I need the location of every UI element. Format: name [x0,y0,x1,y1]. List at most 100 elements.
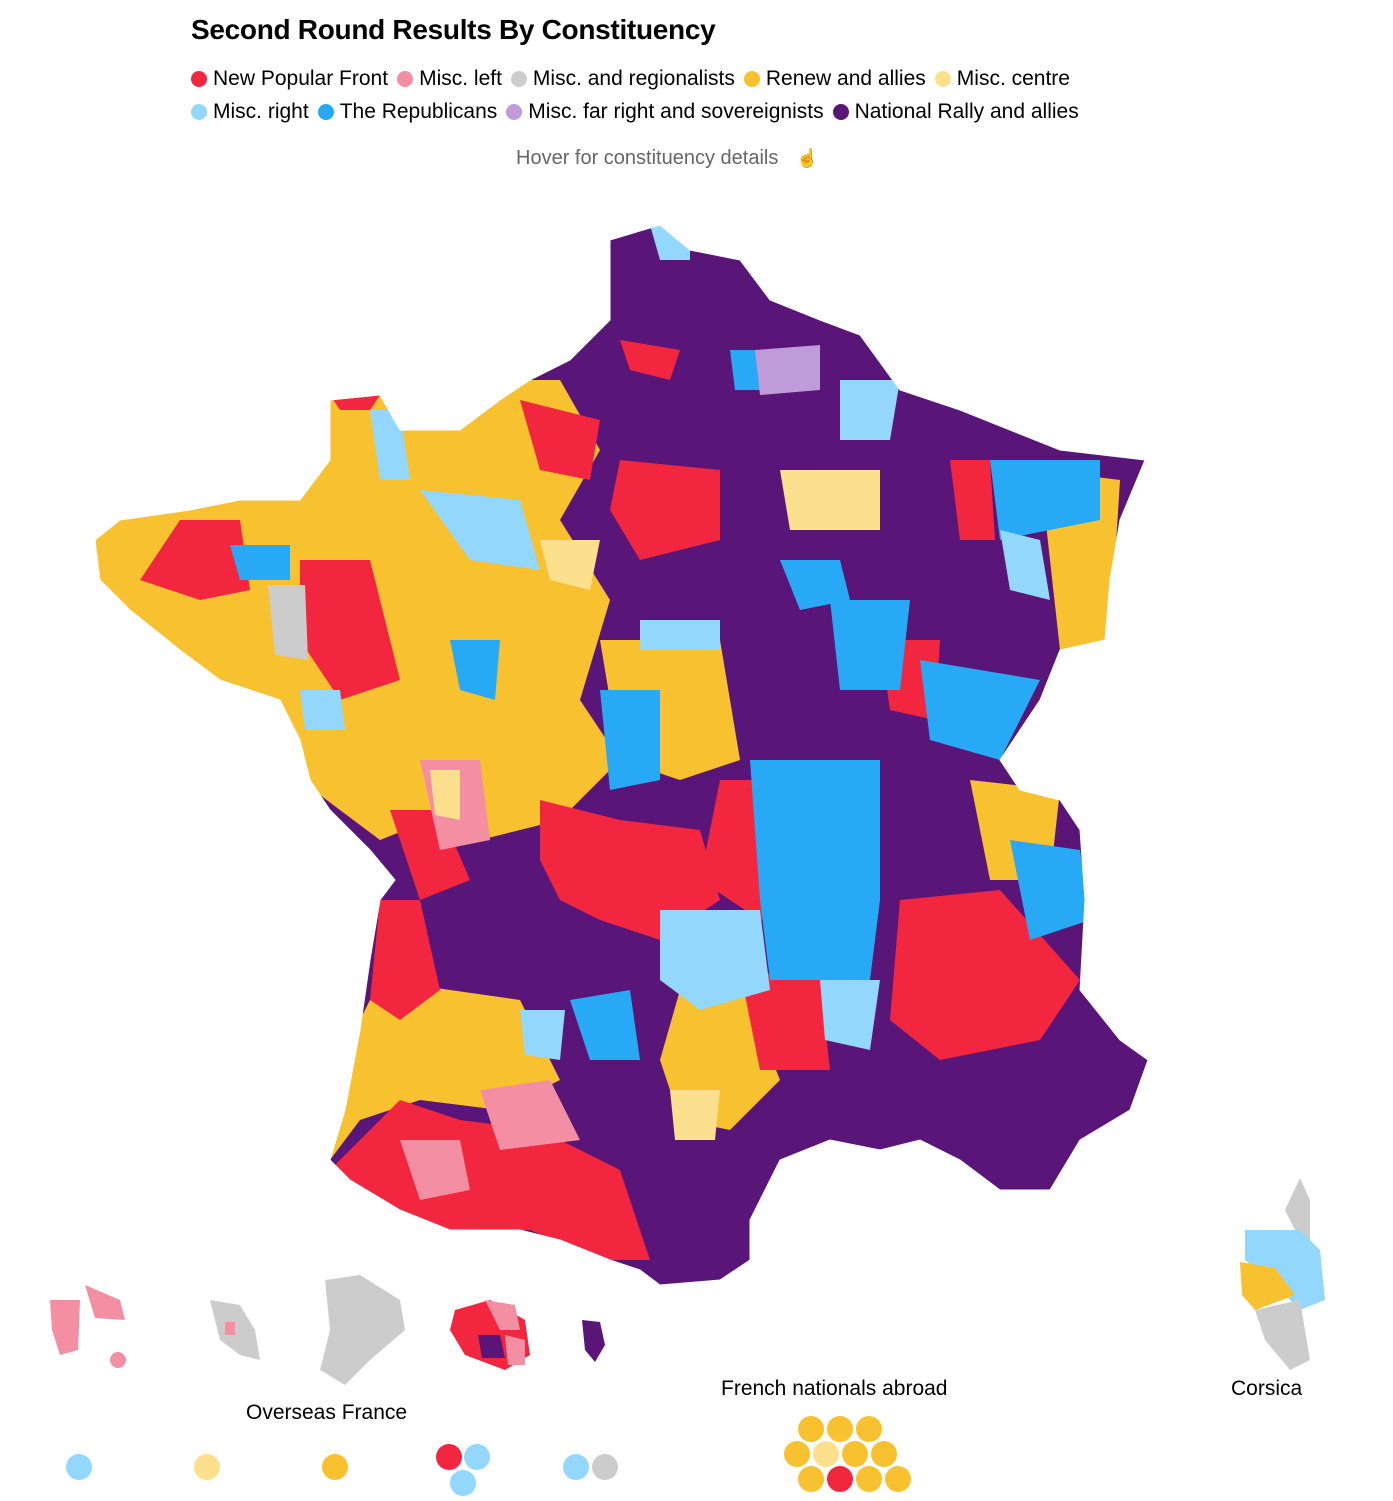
corsica-label: Corsica [1231,1377,1303,1400]
guadeloupe-basse-terre[interactable] [50,1300,80,1355]
corsica-haute-corse[interactable] [1245,1230,1325,1310]
region-misc-right-ardennes[interactable] [840,380,900,440]
legend-dot [510,71,527,87]
region-nfp-lozere[interactable] [740,970,830,1070]
region-nfp-limousin[interactable] [540,800,720,940]
martinique-misc-left[interactable] [225,1322,235,1335]
region-misc-left-gers[interactable] [480,1080,580,1150]
corsica-south[interactable] [1255,1300,1310,1370]
region-lr-brittany[interactable] [230,545,290,580]
region-misc-centre-tarn[interactable] [670,1090,720,1140]
hover-hint-text: Hover for constituency details [516,147,779,169]
corsica-map[interactable] [1240,1178,1325,1370]
region-lr-lot[interactable] [570,990,640,1060]
abroad-seat-dot[interactable] [856,1416,882,1442]
hover-hint: Hover for constituency details ☝ [516,147,819,170]
reunion-national-rally[interactable] [478,1335,505,1358]
region-misc-centre-eure[interactable] [540,540,600,590]
region-misc-right-orne[interactable] [420,490,540,570]
legend-row-1: New Popular Front Misc. left Misc. and r… [191,67,1291,91]
region-nfp-rennes[interactable] [300,560,400,700]
region-misc-left-landes[interactable] [400,1140,470,1200]
overseas-seat-dot[interactable] [66,1454,92,1480]
corsica-ajaccio[interactable] [1240,1262,1295,1310]
legend-item-republicans: The Republicans [317,100,498,124]
region-lr-haute-loire[interactable] [760,900,880,980]
legend-dot [191,71,207,87]
marie-galante[interactable] [110,1352,126,1368]
region-nfp-amiens[interactable] [620,340,680,380]
abroad-seat-dot[interactable] [798,1466,824,1492]
legend-label: New Popular Front [213,67,389,90]
legend-row-2: Misc. right The Republicans Misc. far ri… [191,100,1291,124]
region-nfp-vendee[interactable] [390,810,470,900]
overseas-maps[interactable] [50,1275,605,1385]
region-misc-right-nantes[interactable] [300,690,345,730]
region-lr-moselle[interactable] [990,460,1100,540]
abroad-label: French nationals abroad [721,1377,948,1400]
map-title: Second Round Results By Constituency [191,14,716,45]
region-misc-right-dordogne[interactable] [520,1010,565,1060]
region-misc-right-vosges[interactable] [1000,530,1050,600]
reunion-misc-left[interactable] [485,1300,520,1330]
region-lr-maine[interactable] [450,640,500,700]
region-lr-indre[interactable] [600,690,660,790]
overseas-seat-dot[interactable] [194,1454,220,1480]
region-nfp-normandy[interactable] [520,400,600,480]
pointer-hand-icon: ☝ [796,148,819,168]
region-nfp-gironde[interactable] [370,900,440,1020]
overseas-seat-dot[interactable] [450,1470,476,1496]
region-nfp-paris-north[interactable] [610,460,720,560]
region-renew-southwest[interactable] [330,980,560,1160]
overseas-seat-dot[interactable] [563,1454,589,1480]
region-misc-regionalist-brittany[interactable] [268,585,308,660]
region-nfp-lorraine[interactable] [950,460,995,540]
overseas-label: Overseas France [246,1401,408,1424]
abroad-seat-dot[interactable] [827,1466,853,1492]
overseas-seat-dot[interactable] [464,1444,490,1470]
region-lr-yonne[interactable] [780,560,850,610]
legend-dot [397,71,414,87]
legend-item-misc-regionalists: Misc. and regionalists [510,67,735,91]
legend-item-misc-right: Misc. right [191,100,309,124]
region-misc-right-loiret[interactable] [640,620,720,650]
abroad-seat-dot[interactable] [813,1441,839,1467]
region-lr-savoie[interactable] [1010,840,1090,940]
abroad-seat-dot[interactable] [784,1441,810,1467]
abroad-seat-dot[interactable] [885,1466,911,1492]
overseas-seat-dot[interactable] [592,1454,618,1480]
abroad-seat-dot[interactable] [856,1466,882,1492]
region-lr-aisne[interactable] [730,350,760,390]
reunion-misc-left-south[interactable] [505,1335,525,1365]
region-misc-centre-marne[interactable] [780,470,880,530]
legend-dot [317,104,334,120]
region-misc-right-ardeche[interactable] [820,980,880,1050]
overseas-seat-dot[interactable] [436,1444,462,1470]
abroad-seat-dot[interactable] [798,1416,824,1442]
legend-dot [191,104,207,120]
legend-item-misc-centre: Misc. centre [934,67,1070,91]
legend-dot [934,71,951,87]
french-guiana[interactable] [320,1275,405,1385]
legend-label: The Republicans [339,100,498,123]
corsica-north-cape[interactable] [1285,1178,1310,1240]
legend-label: Renew and allies [765,67,926,90]
region-lr-loire[interactable] [750,760,880,900]
abroad-seat-dot[interactable] [842,1441,868,1467]
region-misc-far-right-aisne[interactable] [755,345,820,395]
guadeloupe-grande-terre[interactable] [85,1285,125,1320]
mayotte[interactable] [582,1320,605,1362]
region-misc-centre-deux-sevres[interactable] [430,770,460,820]
abroad-seat-dot[interactable] [827,1416,853,1442]
region-lr-nievre[interactable] [830,600,910,690]
abroad-seat-dot[interactable] [871,1441,897,1467]
legend-item-new-popular-front: New Popular Front [191,67,388,91]
legend-item-renew: Renew and allies [743,67,926,91]
region-nfp-brittany-west[interactable] [140,520,250,600]
region-misc-right-cantal[interactable] [660,910,770,1010]
overseas-seat-dot[interactable] [322,1454,348,1480]
legend-item-national-rally: National Rally and allies [832,100,1079,124]
region-lr-jura[interactable] [920,660,1040,760]
legend-item-misc-left: Misc. left [397,67,502,91]
